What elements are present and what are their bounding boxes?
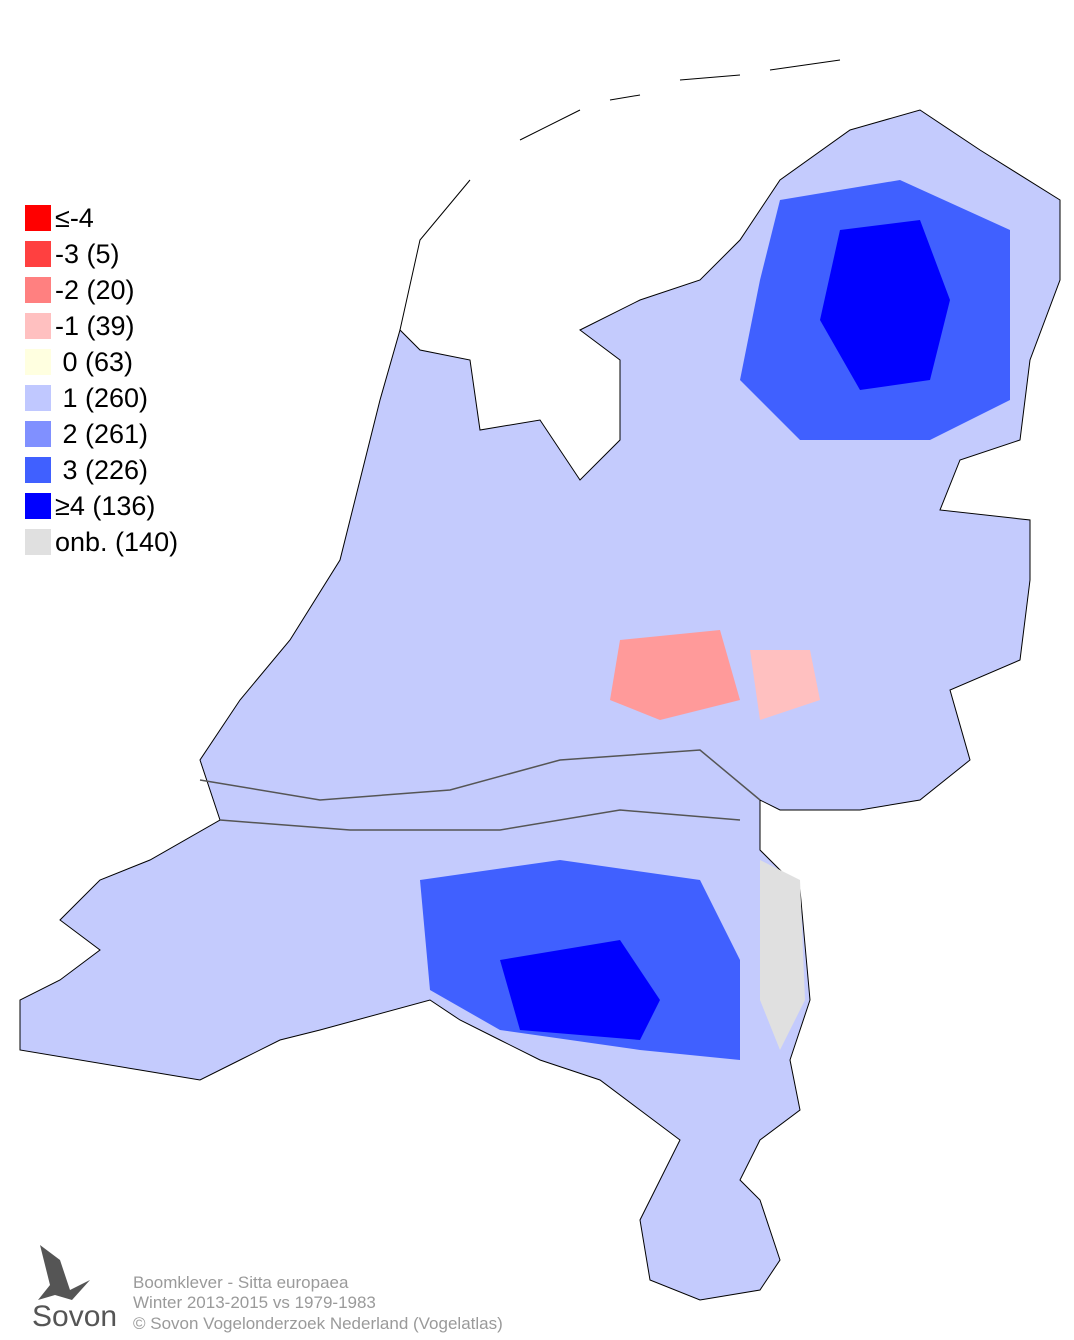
- country-map: [19, 59, 1061, 1301]
- legend-label: -2 (20): [55, 275, 135, 305]
- logo-bird: [38, 1245, 90, 1300]
- caption-line: Winter 2013-2015 vs 1979-1983: [133, 1293, 376, 1312]
- legend-label: 2 (261): [55, 419, 148, 449]
- legend-swatch: [25, 493, 51, 519]
- caption-line: © Sovon Vogelonderzoek Nederland (Vogela…: [133, 1314, 503, 1333]
- region-unknown: [760, 860, 805, 1050]
- caption-line: Boomklever - Sitta europaea: [133, 1273, 349, 1292]
- region-mixed: [750, 650, 820, 720]
- legend-label: 0 (63): [55, 347, 133, 377]
- legend-swatch: [25, 241, 51, 267]
- legend-swatch: [25, 457, 51, 483]
- legend-swatch: [25, 385, 51, 411]
- legend-swatch: [25, 421, 51, 447]
- logo: Sovon: [32, 1245, 117, 1333]
- legend-swatch: [25, 529, 51, 555]
- legend-label: ≤-4: [55, 203, 94, 233]
- legend-swatch: [25, 349, 51, 375]
- legend-swatch: [25, 277, 51, 303]
- legend-swatch: [25, 313, 51, 339]
- legend-label: 1 (260): [55, 383, 148, 413]
- region-mixed: [610, 630, 740, 720]
- river: [199, 749, 761, 831]
- legend: ≤-4 -3 (5) -2 (20) -1 (39) 0 (63) 1 (260) 2…: [25, 203, 178, 557]
- legend-label: 3 (226): [55, 455, 148, 485]
- region-darkest: [820, 220, 950, 390]
- island: [399, 59, 841, 331]
- legend-label: onb. (140): [55, 527, 178, 557]
- logo-text: Sovon: [32, 1300, 117, 1333]
- legend-label: -3 (5): [55, 239, 120, 269]
- legend-label: -1 (39): [55, 311, 135, 341]
- legend-label: ≥4 (136): [55, 491, 155, 521]
- legend-swatch: [25, 205, 51, 231]
- region-darkest: [500, 940, 660, 1040]
